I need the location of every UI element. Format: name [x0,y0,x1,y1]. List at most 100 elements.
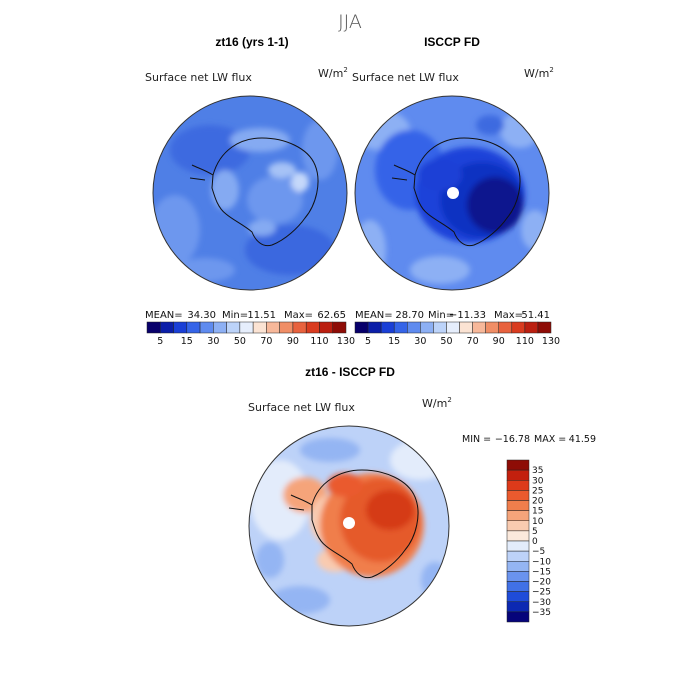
colorbar-tick-label: −5 [532,547,545,557]
colorbar-tick-label: 35 [532,466,543,476]
colorbar-swatch [506,530,530,542]
colorbar-swatch [506,510,530,521]
colorbar-swatch [537,321,552,334]
colorbar-tick-label: 30 [532,476,544,486]
colorbar-tick-label: −35 [532,608,551,618]
colorbar-tick-label: 50 [234,336,246,347]
colorbar-tick-label: 20 [532,497,544,507]
units-label: W/m2 [524,66,554,80]
colorbar-tick-label: 90 [493,336,505,347]
colorbar-swatch [226,321,241,334]
colorbar-tick-label: 5 [365,336,371,347]
colorbar-swatch [506,469,530,481]
mean-label: MEAN= [355,310,393,321]
map-field [249,426,449,626]
colorbar-swatch [506,480,530,491]
colorbar [506,459,530,623]
units-base: W/m [318,67,343,80]
units-exponent: 2 [447,396,451,404]
colorbar-swatch [506,581,530,592]
colorbar-swatch [506,591,530,602]
colorbar-tick-label: 5 [532,527,538,537]
colorbar-swatch [186,321,201,334]
colorbar-swatch [511,321,526,334]
colorbar-swatch [367,321,382,334]
map-field [153,96,347,290]
colorbar-swatch [319,321,333,334]
colorbar-tick-label: −10 [532,557,551,567]
colorbar [146,321,347,334]
colorbar-swatch [332,321,347,334]
colorbar-swatch [506,520,530,532]
max-label: Max= [494,310,523,321]
colorbar-swatch [472,321,486,334]
colorbar-tick-label: 30 [207,336,219,347]
colorbar-swatch [239,321,254,334]
colorbar-swatch [407,321,421,334]
colorbar-swatch [393,321,408,334]
colorbar-tick-label: 90 [287,336,299,347]
max-label: Max= [284,310,313,321]
colorbar-swatch [305,321,320,334]
colorbar-swatch [506,490,530,501]
panel-title: zt16 - ISCCP FD [305,365,395,379]
map-field [355,96,549,290]
colorbar-swatch [266,321,280,334]
colorbar-swatch [146,321,161,334]
colorbar-swatch [433,321,447,334]
max-value: 62.65 [317,310,346,321]
panel-obs: ISCCP FD Surface net LW flux W/m2 [352,35,560,347]
colorbar-swatch [292,321,307,334]
mean-value: 28.70 [395,310,424,321]
colorbar-ticks: 5 15 30 50 70 90 110 130 [365,336,560,347]
colorbar-swatch [160,321,174,334]
max-label: MAX = [534,434,566,445]
stats-line: MIN = −16.78 MAX = 41.59 [462,434,596,445]
colorbar-swatch [506,500,530,511]
colorbar-swatch [506,561,530,572]
colorbar-swatch [199,321,214,334]
colorbar-swatch [252,321,267,334]
colorbar-tick-label: 30 [414,336,426,347]
max-value: 51.41 [521,310,550,321]
colorbar-tick-label: −15 [532,567,551,577]
units-base: W/m [524,67,549,80]
mean-value: 34.30 [187,310,216,321]
colorbar-swatch [213,321,227,334]
colorbar-tick-label: −20 [532,578,551,588]
colorbar-tick-label: 50 [440,336,452,347]
panel-title: zt16 (yrs 1-1) [215,35,288,49]
panel-title: ISCCP FD [424,35,480,49]
max-value: 41.59 [569,434,596,445]
units-base: W/m [422,397,447,410]
colorbar-swatch [173,321,188,334]
min-value: 11.51 [247,310,276,321]
colorbar-tick-label: 10 [532,517,544,527]
colorbar-tick-label: 130 [337,336,355,347]
variable-label: Surface net LW flux [352,71,459,84]
colorbar-swatch [354,321,369,334]
colorbar-tick-label: 15 [532,507,543,517]
colorbar-tick-label: 15 [388,336,400,347]
colorbar-tick-label: 110 [310,336,328,347]
colorbar-tick-label: 130 [542,336,560,347]
colorbar-tick-label: 25 [532,486,543,496]
min-value: −16.78 [495,434,530,445]
variable-label: Surface net LW flux [248,401,355,414]
colorbar-swatch [459,321,473,334]
colorbar-tick-label: 70 [467,336,479,347]
colorbar-tick-label: −30 [532,598,551,608]
colorbar-swatch [506,601,530,613]
panel-model: zt16 (yrs 1-1) Surface net LW flux W/m2 [145,35,355,347]
colorbar-ticks: 5 15 30 50 70 90 110 130 [157,336,355,347]
colorbar-swatch [446,321,460,334]
units-label: W/m2 [422,396,452,410]
colorbar-swatch [279,321,294,334]
stats-line: MEAN= 34.30 Min= 11.51 Max= 62.65 [145,310,346,321]
colorbar-swatch [506,571,530,582]
stats-line: MEAN= 28.70 Min= −11.33 Max= 51.41 [355,310,550,321]
figure-title: JJA [338,11,362,33]
colorbar-swatch [498,321,513,334]
